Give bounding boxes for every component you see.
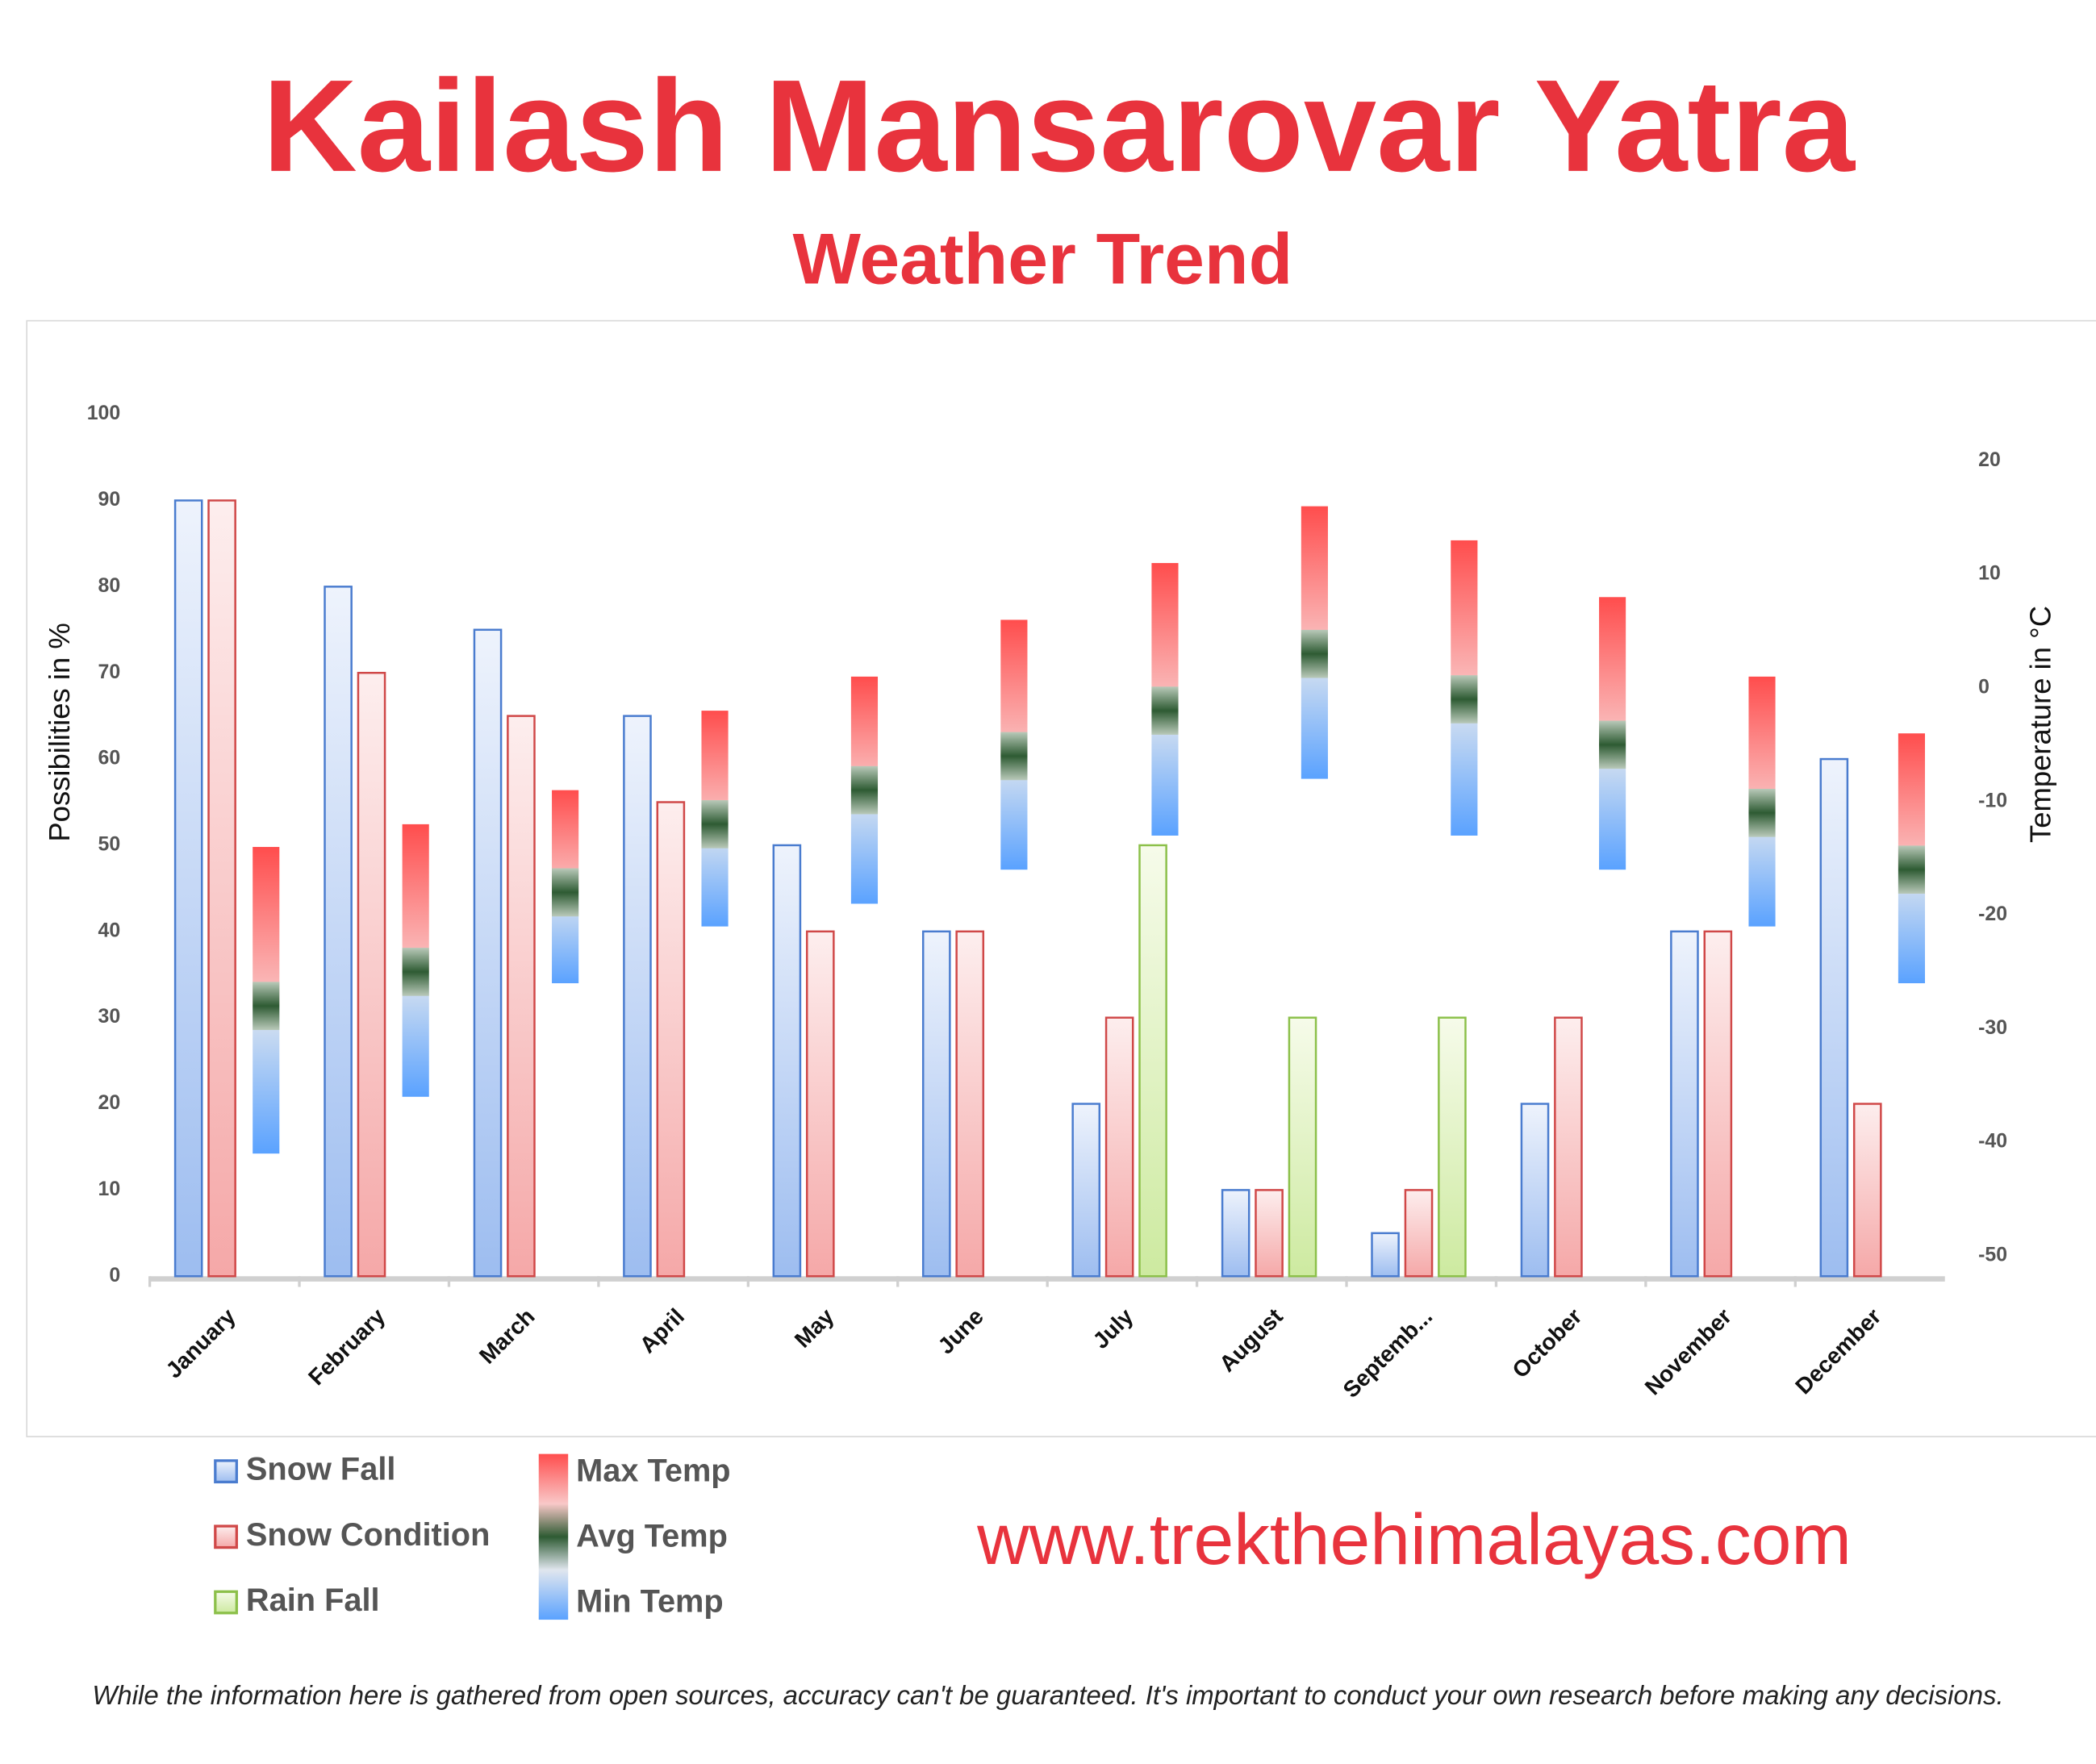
x-tick-label: February: [303, 1303, 390, 1390]
x-tick-label: June: [933, 1303, 988, 1358]
legend-label: Snow Fall: [246, 1452, 396, 1487]
avg-temp-band: [1301, 629, 1328, 678]
avg-temp-band: [253, 982, 280, 1030]
bar: [507, 715, 536, 1278]
bar: [1703, 930, 1733, 1278]
y-tick-label: 90: [98, 489, 121, 511]
y2-tick-label: -50: [1978, 1244, 2007, 1266]
max-temp-bar: [1599, 597, 1626, 745]
avg-temp-band: [402, 948, 429, 996]
avg-temp-band: [1599, 720, 1626, 769]
y-tick-label: 70: [98, 661, 121, 683]
chart-subtitle: Weather Trend: [793, 219, 1293, 299]
disclaimer: While the information here is gathered f…: [92, 1681, 2003, 1711]
max-temp-bar: [1451, 540, 1478, 700]
bar: [1819, 757, 1849, 1278]
bar: [623, 715, 652, 1278]
y2-tick-label: 20: [1978, 449, 2001, 471]
bar: [1438, 1016, 1467, 1278]
bar: [1071, 1103, 1101, 1278]
y2-axis-label: Temperature in °C: [2023, 606, 2056, 843]
x-tick-label: April: [635, 1303, 689, 1357]
bar: [656, 801, 686, 1278]
x-tick-label: January: [161, 1303, 241, 1383]
legend-label: Min Temp: [576, 1584, 724, 1620]
bar: [1404, 1189, 1434, 1278]
x-tick-label: July: [1088, 1303, 1138, 1353]
avg-temp-band: [1898, 845, 1926, 895]
bar: [1554, 1016, 1583, 1278]
y2-tick-label: 0: [1978, 676, 1990, 698]
bar: [1104, 1016, 1134, 1278]
bar: [207, 499, 236, 1278]
max-temp-bar: [1301, 506, 1328, 654]
legend-label: Rain Fall: [246, 1583, 380, 1618]
avg-temp-band: [552, 868, 579, 917]
bar: [1520, 1103, 1550, 1278]
y2-tick-label: -10: [1978, 790, 2007, 811]
chart-title: Kailash Mansarovar Yatra: [263, 53, 1856, 199]
avg-temp-band: [1451, 675, 1478, 724]
x-tick-label: May: [790, 1303, 839, 1353]
y-tick-label: 100: [87, 402, 120, 424]
avg-temp-band: [701, 800, 729, 849]
x-tick-label: November: [1640, 1303, 1736, 1399]
y-tick-label: 30: [98, 1006, 121, 1028]
bar: [955, 930, 985, 1278]
legend-swatch: [214, 1524, 238, 1549]
bar: [772, 844, 802, 1278]
bar: [1221, 1189, 1251, 1278]
bar: [921, 930, 951, 1278]
min-temp-bar: [253, 1006, 280, 1154]
y-tick-label: 50: [98, 834, 121, 856]
avg-temp-band: [1000, 732, 1028, 781]
x-tick-label: August: [1214, 1303, 1288, 1377]
bar: [1138, 844, 1167, 1278]
x-tick-label: October: [1507, 1303, 1586, 1382]
max-temp-bar: [1151, 563, 1179, 711]
plot-frame: [26, 319, 2096, 1437]
y2-tick-label: -30: [1978, 1017, 2007, 1039]
bar: [1852, 1103, 1882, 1278]
legend-swatch: [214, 1459, 238, 1484]
y-tick-label: 10: [98, 1178, 121, 1200]
y-tick-label: 40: [98, 920, 121, 941]
bar: [173, 499, 203, 1278]
bar: [473, 628, 503, 1278]
avg-temp-band: [1151, 686, 1179, 735]
legend-swatch: [214, 1590, 238, 1615]
max-temp-bar: [253, 847, 280, 1007]
legend-swatch: [538, 1453, 569, 1620]
legend-label: Max Temp: [576, 1453, 730, 1488]
y-axis-label: Possibilities in %: [43, 623, 76, 841]
bar: [1255, 1189, 1284, 1278]
avg-temp-band: [1748, 788, 1776, 837]
y2-tick-label: -40: [1978, 1131, 2007, 1153]
bar: [324, 586, 353, 1278]
legend-label: Avg Temp: [576, 1518, 728, 1553]
y-tick-label: 80: [98, 575, 121, 597]
bar: [357, 671, 386, 1278]
legend-label: Snow Condition: [246, 1517, 490, 1553]
website: www.trekthehimalayas.com: [976, 1499, 1852, 1579]
bar: [805, 930, 835, 1278]
bar: [1288, 1016, 1317, 1278]
bar: [1371, 1232, 1400, 1278]
y-tick-label: 20: [98, 1092, 121, 1114]
y2-tick-label: -20: [1978, 903, 2007, 925]
y-tick-label: 60: [98, 748, 121, 769]
x-tick-label: December: [1790, 1303, 1885, 1399]
max-temp-bar: [402, 824, 429, 972]
y-tick-label: 0: [109, 1265, 120, 1287]
bar: [1670, 930, 1699, 1278]
x-tick-label: Septemb...: [1338, 1303, 1438, 1403]
avg-temp-band: [850, 765, 879, 815]
y2-tick-label: 10: [1978, 563, 2001, 585]
x-tick-label: March: [474, 1303, 540, 1369]
